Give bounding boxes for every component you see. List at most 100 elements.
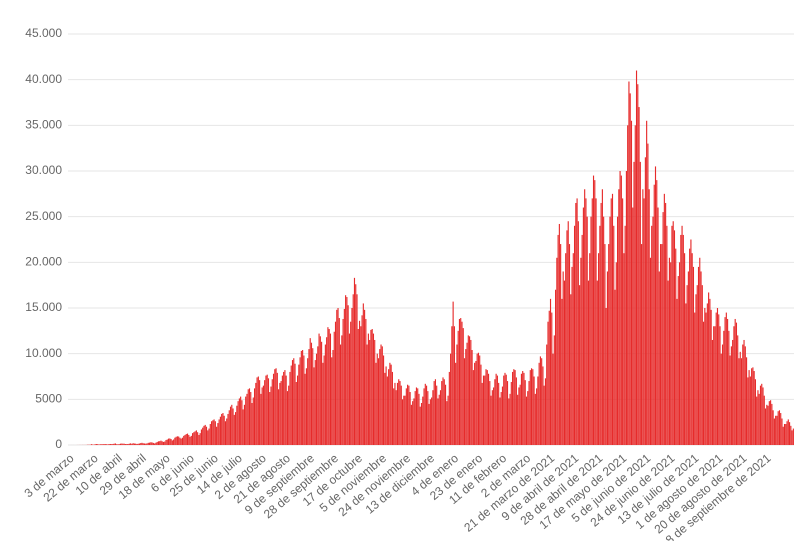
bar <box>428 403 430 445</box>
bar <box>318 333 320 445</box>
bar <box>336 309 338 445</box>
bar <box>708 292 710 445</box>
bar <box>657 207 659 445</box>
bar <box>641 244 643 445</box>
bar <box>391 371 393 445</box>
bar <box>740 358 743 445</box>
bar <box>229 406 232 445</box>
bar <box>161 441 163 445</box>
bar <box>137 443 139 445</box>
bar <box>623 253 625 445</box>
bar <box>357 329 359 445</box>
bar <box>376 353 378 445</box>
bar <box>465 349 467 445</box>
bar <box>762 387 764 445</box>
bar <box>523 372 525 445</box>
bar <box>429 399 431 445</box>
bar <box>331 357 333 445</box>
bar <box>442 377 444 445</box>
bars <box>68 70 794 446</box>
bar <box>364 309 366 445</box>
bar <box>527 391 529 445</box>
bar <box>157 441 160 445</box>
bar <box>347 305 349 445</box>
bar <box>728 330 730 445</box>
bar <box>673 230 676 445</box>
bar <box>500 392 502 445</box>
bar <box>226 418 228 445</box>
bar <box>424 383 426 445</box>
bar <box>165 439 167 445</box>
bar <box>265 375 267 445</box>
bar <box>568 244 571 445</box>
bar <box>658 271 660 445</box>
bar <box>167 438 170 445</box>
bar <box>420 402 423 445</box>
bar <box>711 339 713 445</box>
bar <box>783 423 786 445</box>
bar <box>212 420 214 445</box>
bar <box>549 298 552 445</box>
bar <box>735 322 738 445</box>
bar <box>267 378 270 445</box>
bar <box>672 221 674 445</box>
bar <box>503 375 505 445</box>
bar <box>99 444 101 445</box>
bar <box>552 353 554 445</box>
bar <box>203 425 205 445</box>
bar <box>746 357 748 445</box>
bar <box>377 358 380 445</box>
bar <box>353 277 356 445</box>
bar <box>690 239 692 445</box>
bar <box>505 374 507 445</box>
bar <box>315 353 318 445</box>
bar <box>624 225 626 445</box>
y-tick-label: 45.000 <box>25 26 62 40</box>
bar <box>142 443 144 445</box>
bar <box>720 353 722 445</box>
bar <box>461 321 463 445</box>
bar <box>606 271 609 445</box>
bar <box>317 346 319 445</box>
bar <box>194 431 196 445</box>
bar <box>128 443 130 445</box>
bar <box>678 262 681 445</box>
bar <box>642 189 644 445</box>
bar <box>140 443 142 445</box>
bar <box>716 308 719 445</box>
bar <box>100 444 103 445</box>
bar <box>702 321 705 445</box>
bar <box>255 382 257 445</box>
bar <box>283 371 285 445</box>
bar <box>350 321 352 445</box>
bar <box>586 216 588 445</box>
bar <box>405 388 407 445</box>
bar <box>407 384 409 445</box>
bar <box>218 419 220 445</box>
bar <box>479 355 481 445</box>
bar <box>485 369 487 445</box>
bar <box>147 442 149 445</box>
bar <box>375 362 377 445</box>
bar <box>439 390 442 445</box>
bar <box>513 369 515 445</box>
bar <box>534 393 536 445</box>
bar <box>587 280 590 445</box>
bar <box>118 444 120 445</box>
bar <box>514 370 516 445</box>
bar <box>525 396 528 445</box>
bar <box>433 381 435 445</box>
bar <box>97 444 99 445</box>
bar <box>456 344 458 445</box>
bar <box>179 437 181 445</box>
bar <box>689 248 691 445</box>
bar <box>582 207 584 445</box>
bar <box>715 312 717 445</box>
bar <box>589 253 591 445</box>
bar <box>180 438 182 445</box>
bar <box>404 395 406 445</box>
bar <box>508 398 510 445</box>
bar <box>174 437 176 445</box>
bar <box>111 444 113 445</box>
bar <box>209 423 211 445</box>
